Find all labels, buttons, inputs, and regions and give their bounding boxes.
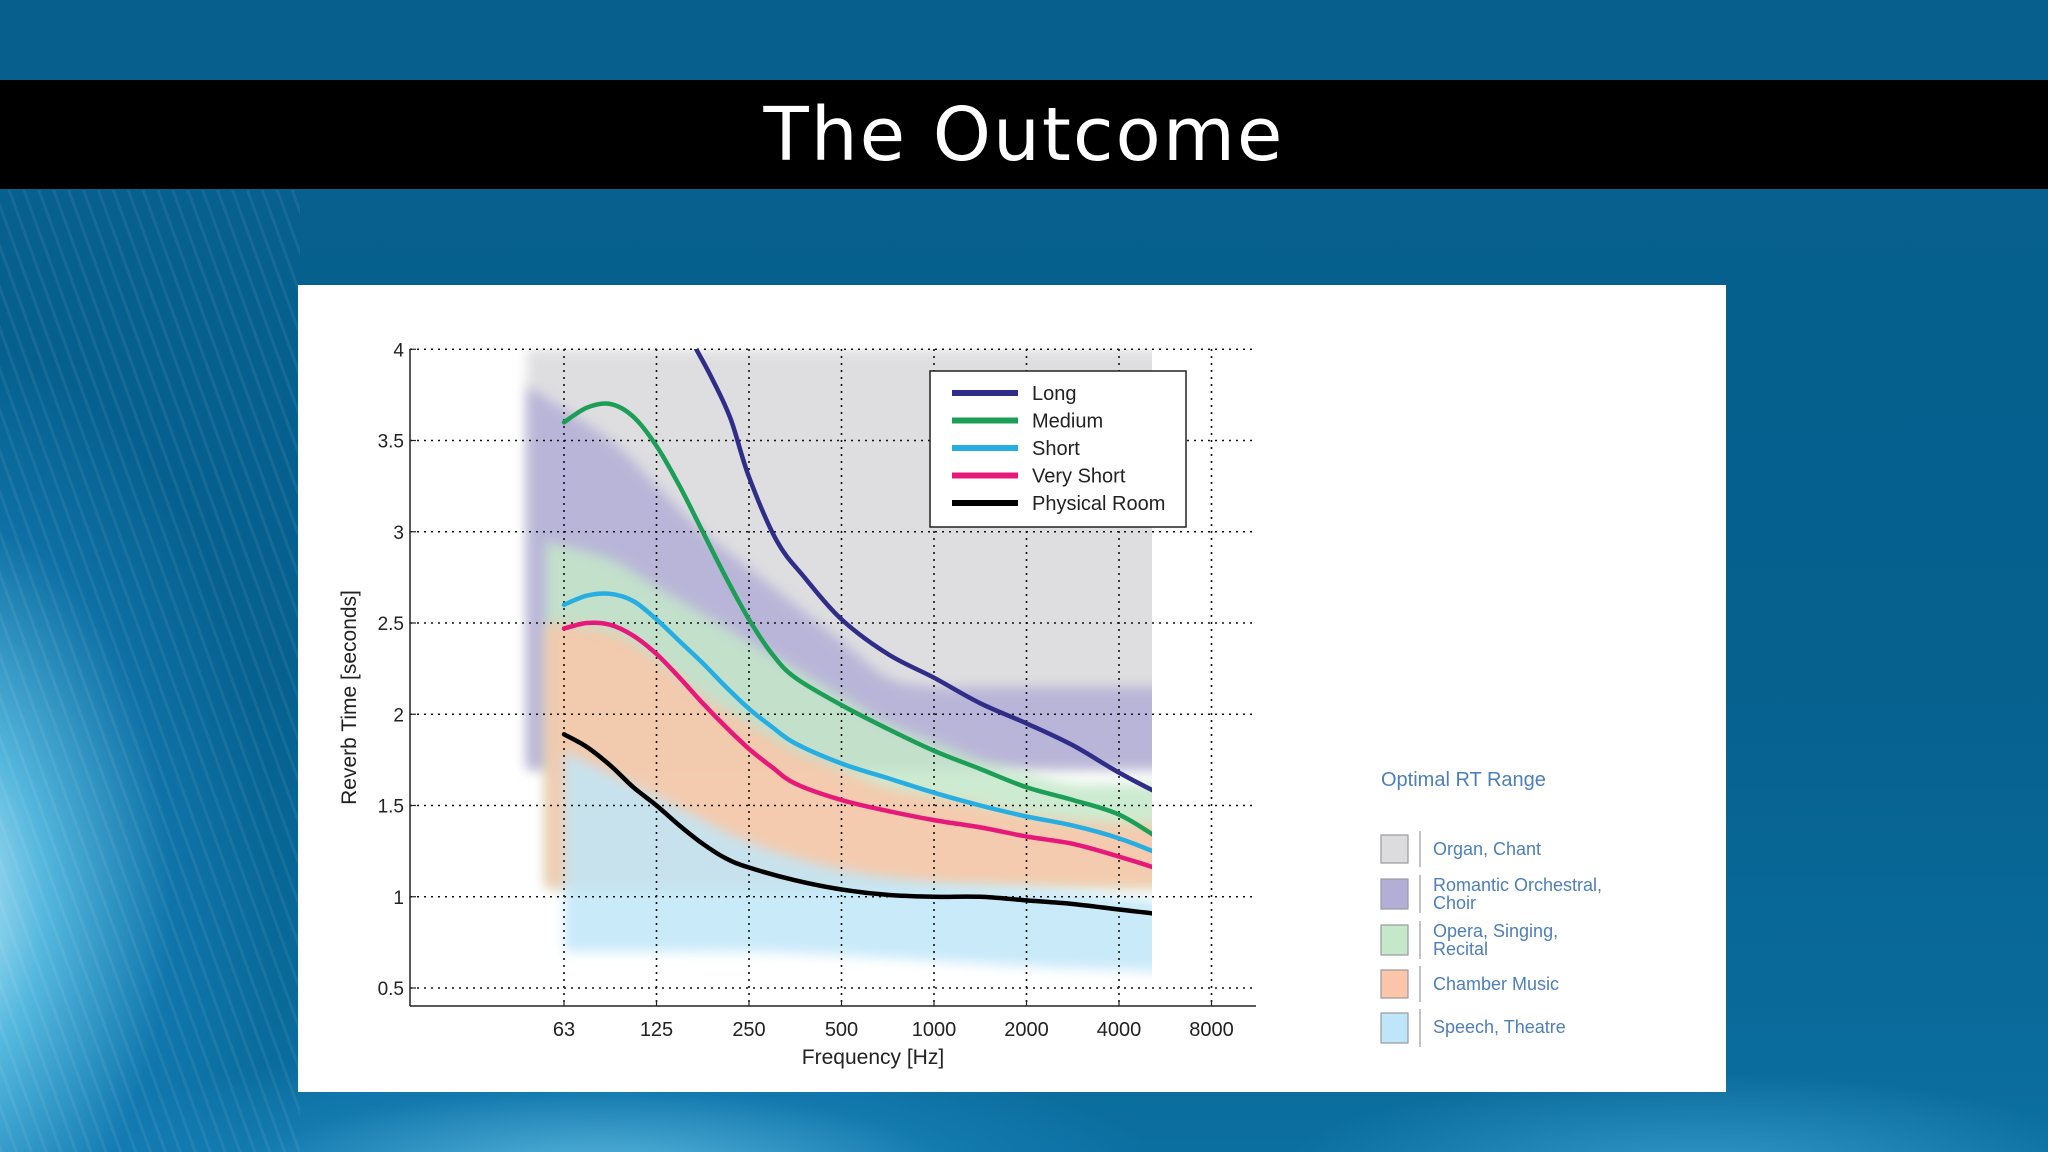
range-label-organ_chant: Organ, Chant	[1433, 839, 1541, 859]
range-swatch-romantic_orchestral	[1380, 878, 1409, 910]
slide-title: The Outcome	[763, 91, 1285, 178]
y-tick-label: 2	[393, 705, 404, 726]
legend-label-physical_room: Physical Room	[1032, 493, 1165, 515]
legend-label-very_short: Very Short	[1032, 466, 1126, 488]
series-line-very_short	[561, 620, 1152, 870]
y-tick-label: 1	[393, 888, 404, 909]
range-swatch-organ_chant	[1380, 834, 1409, 864]
x-axis-label: Frequency [Hz]	[802, 1046, 944, 1069]
x-tick-label: 4000	[1097, 1019, 1142, 1041]
series-line-medium	[561, 401, 1152, 837]
y-tick-label: 3	[393, 523, 404, 544]
y-tick-label: 1.5	[378, 797, 404, 818]
title-bar: The Outcome	[0, 80, 2048, 189]
x-tick-label: 250	[732, 1019, 765, 1041]
series-line-short	[561, 591, 1152, 854]
y-tick-label: 3.5	[378, 432, 404, 453]
series-line-long	[694, 349, 1152, 793]
x-tick-label: 63	[553, 1019, 575, 1041]
range-swatch-opera_singing	[1380, 924, 1409, 956]
series-line-physical_room	[561, 732, 1152, 916]
x-tick-label: 125	[640, 1019, 673, 1041]
legend-label-long: Long	[1032, 383, 1077, 405]
y-axis-label: Reverb Time [seconds]	[338, 590, 361, 805]
x-tick-label: 2000	[1004, 1019, 1049, 1041]
reverb-chart: 0.5 1 1.5 2 2.5 3 3.5 4 63 125 250 500 1000 2000 4000 8…	[338, 340, 1602, 1069]
legend-label-short: Short	[1032, 438, 1080, 460]
range-label-romantic_orchestral: Romantic Orchestral,	[1433, 875, 1602, 895]
x-tick-label: 8000	[1189, 1019, 1234, 1041]
chart-panel: 0.5 1 1.5 2 2.5 3 3.5 4 63 125 250 500 1000 2000 4000 8…	[298, 285, 1726, 1092]
y-tick-label: 4	[393, 340, 404, 361]
x-tick-label: 500	[825, 1019, 858, 1041]
range-label-opera_singing: Recital	[1433, 939, 1488, 959]
range-legend-title: Optimal RT Range	[1381, 769, 1546, 791]
legend-label-medium: Medium	[1032, 411, 1103, 433]
range-band-speech_theatre	[564, 750, 1152, 972]
range-label-speech_theatre: Speech, Theatre	[1433, 1017, 1566, 1037]
range-label-romantic_orchestral: Choir	[1433, 893, 1476, 913]
x-tick-label: 1000	[912, 1019, 957, 1041]
range-swatch-speech_theatre	[1380, 1012, 1409, 1044]
y-tick-label: 0.5	[378, 979, 404, 1000]
range-label-chamber_music: Chamber Music	[1433, 974, 1559, 994]
y-tick-label: 2.5	[378, 614, 404, 635]
range-label-opera_singing: Opera, Singing,	[1433, 921, 1558, 941]
background-decoration	[0, 190, 300, 1152]
range-swatch-chamber_music	[1380, 969, 1409, 999]
